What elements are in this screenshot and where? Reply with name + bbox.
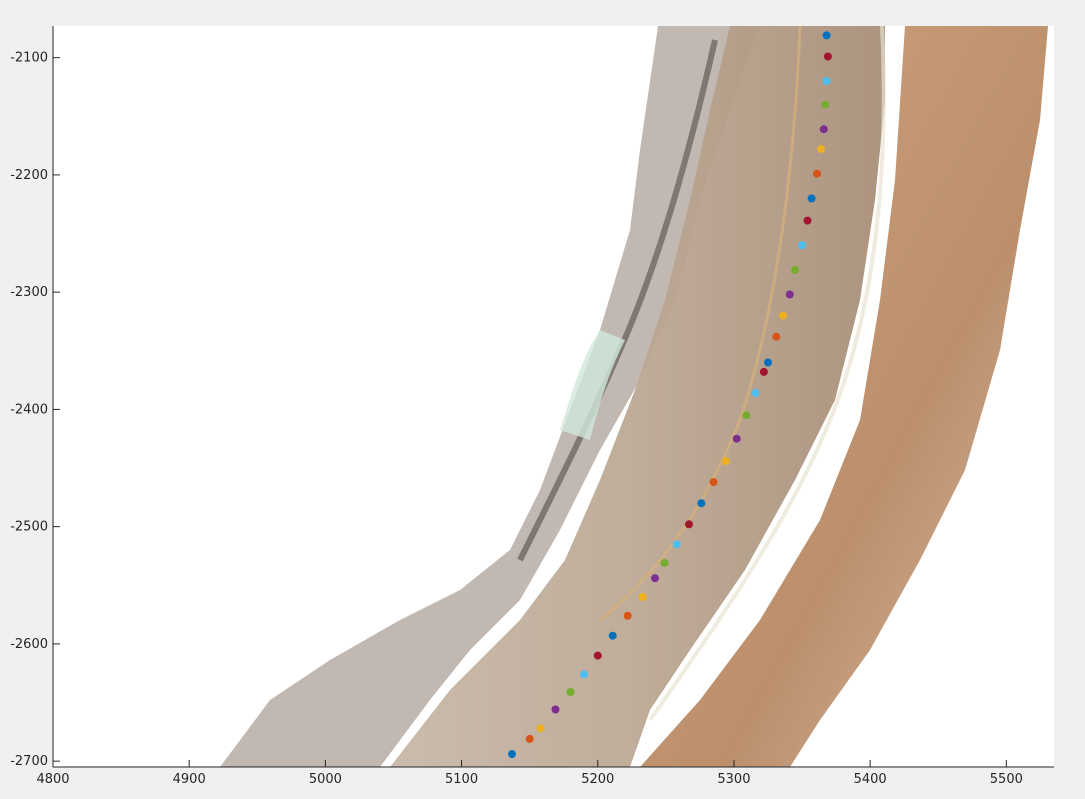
data-point	[807, 194, 816, 203]
road-edge-line-right	[648, 26, 886, 722]
data-point	[822, 77, 831, 86]
data-point	[751, 389, 760, 397]
data-point	[593, 651, 602, 660]
data-point	[651, 574, 659, 583]
data-point	[803, 216, 812, 225]
terrain-left	[220, 26, 760, 767]
x-tick-label: 4900	[173, 772, 206, 787]
y-tick-label: -2600	[10, 637, 48, 652]
x-tick-label: 5000	[309, 772, 342, 787]
data-point	[623, 611, 632, 620]
data-point	[813, 169, 821, 178]
data-point	[697, 499, 706, 508]
y-axis-ticks: -2100 -2200 -2300 -2400 -2500 -2600 -2700	[10, 51, 60, 769]
data-point	[525, 734, 534, 743]
terrain-right	[640, 26, 1048, 767]
data-point	[791, 265, 800, 274]
data-point	[551, 705, 560, 714]
data-point	[798, 241, 806, 250]
x-tick-label: 5500	[990, 772, 1023, 787]
aerial-image	[220, 26, 1048, 767]
data-point	[638, 593, 647, 601]
x-tick-label: 5400	[854, 772, 887, 787]
y-tick-label: -2300	[10, 285, 48, 300]
y-tick-label: -2500	[10, 520, 48, 535]
data-point	[821, 100, 830, 109]
data-point	[817, 145, 826, 154]
data-point	[566, 688, 575, 696]
x-tick-label: 5300	[717, 772, 750, 787]
data-point	[732, 434, 741, 443]
data-point	[785, 290, 794, 299]
highlight-patch	[560, 330, 625, 440]
data-point	[536, 724, 545, 733]
x-tick-label: 5100	[445, 772, 478, 787]
x-tick-label: 5200	[581, 772, 614, 787]
data-point	[721, 457, 730, 465]
data-point	[822, 31, 831, 40]
y-tick-label: -2100	[10, 51, 48, 66]
x-tick-label: 4800	[36, 772, 69, 787]
data-point	[508, 750, 516, 759]
data-point	[779, 311, 787, 320]
data-point	[685, 520, 693, 529]
data-points	[508, 31, 832, 759]
data-point	[759, 367, 768, 376]
data-point	[608, 631, 617, 640]
road-edge-line	[599, 26, 802, 622]
data-point	[660, 559, 669, 567]
y-tick-label: -2200	[10, 168, 48, 183]
y-tick-label: -2400	[10, 402, 48, 417]
y-tick-label: -2700	[10, 754, 48, 769]
data-point	[742, 411, 751, 420]
road	[390, 26, 885, 767]
data-point	[823, 52, 832, 61]
x-axis-ticks: 4800 4900 5000 5100 5200 5300 5400 5500	[36, 760, 1023, 787]
data-point	[819, 125, 828, 134]
data-point	[772, 332, 781, 341]
data-point	[672, 540, 681, 549]
data-point	[580, 670, 589, 679]
data-point	[709, 478, 718, 487]
data-point	[764, 358, 772, 367]
